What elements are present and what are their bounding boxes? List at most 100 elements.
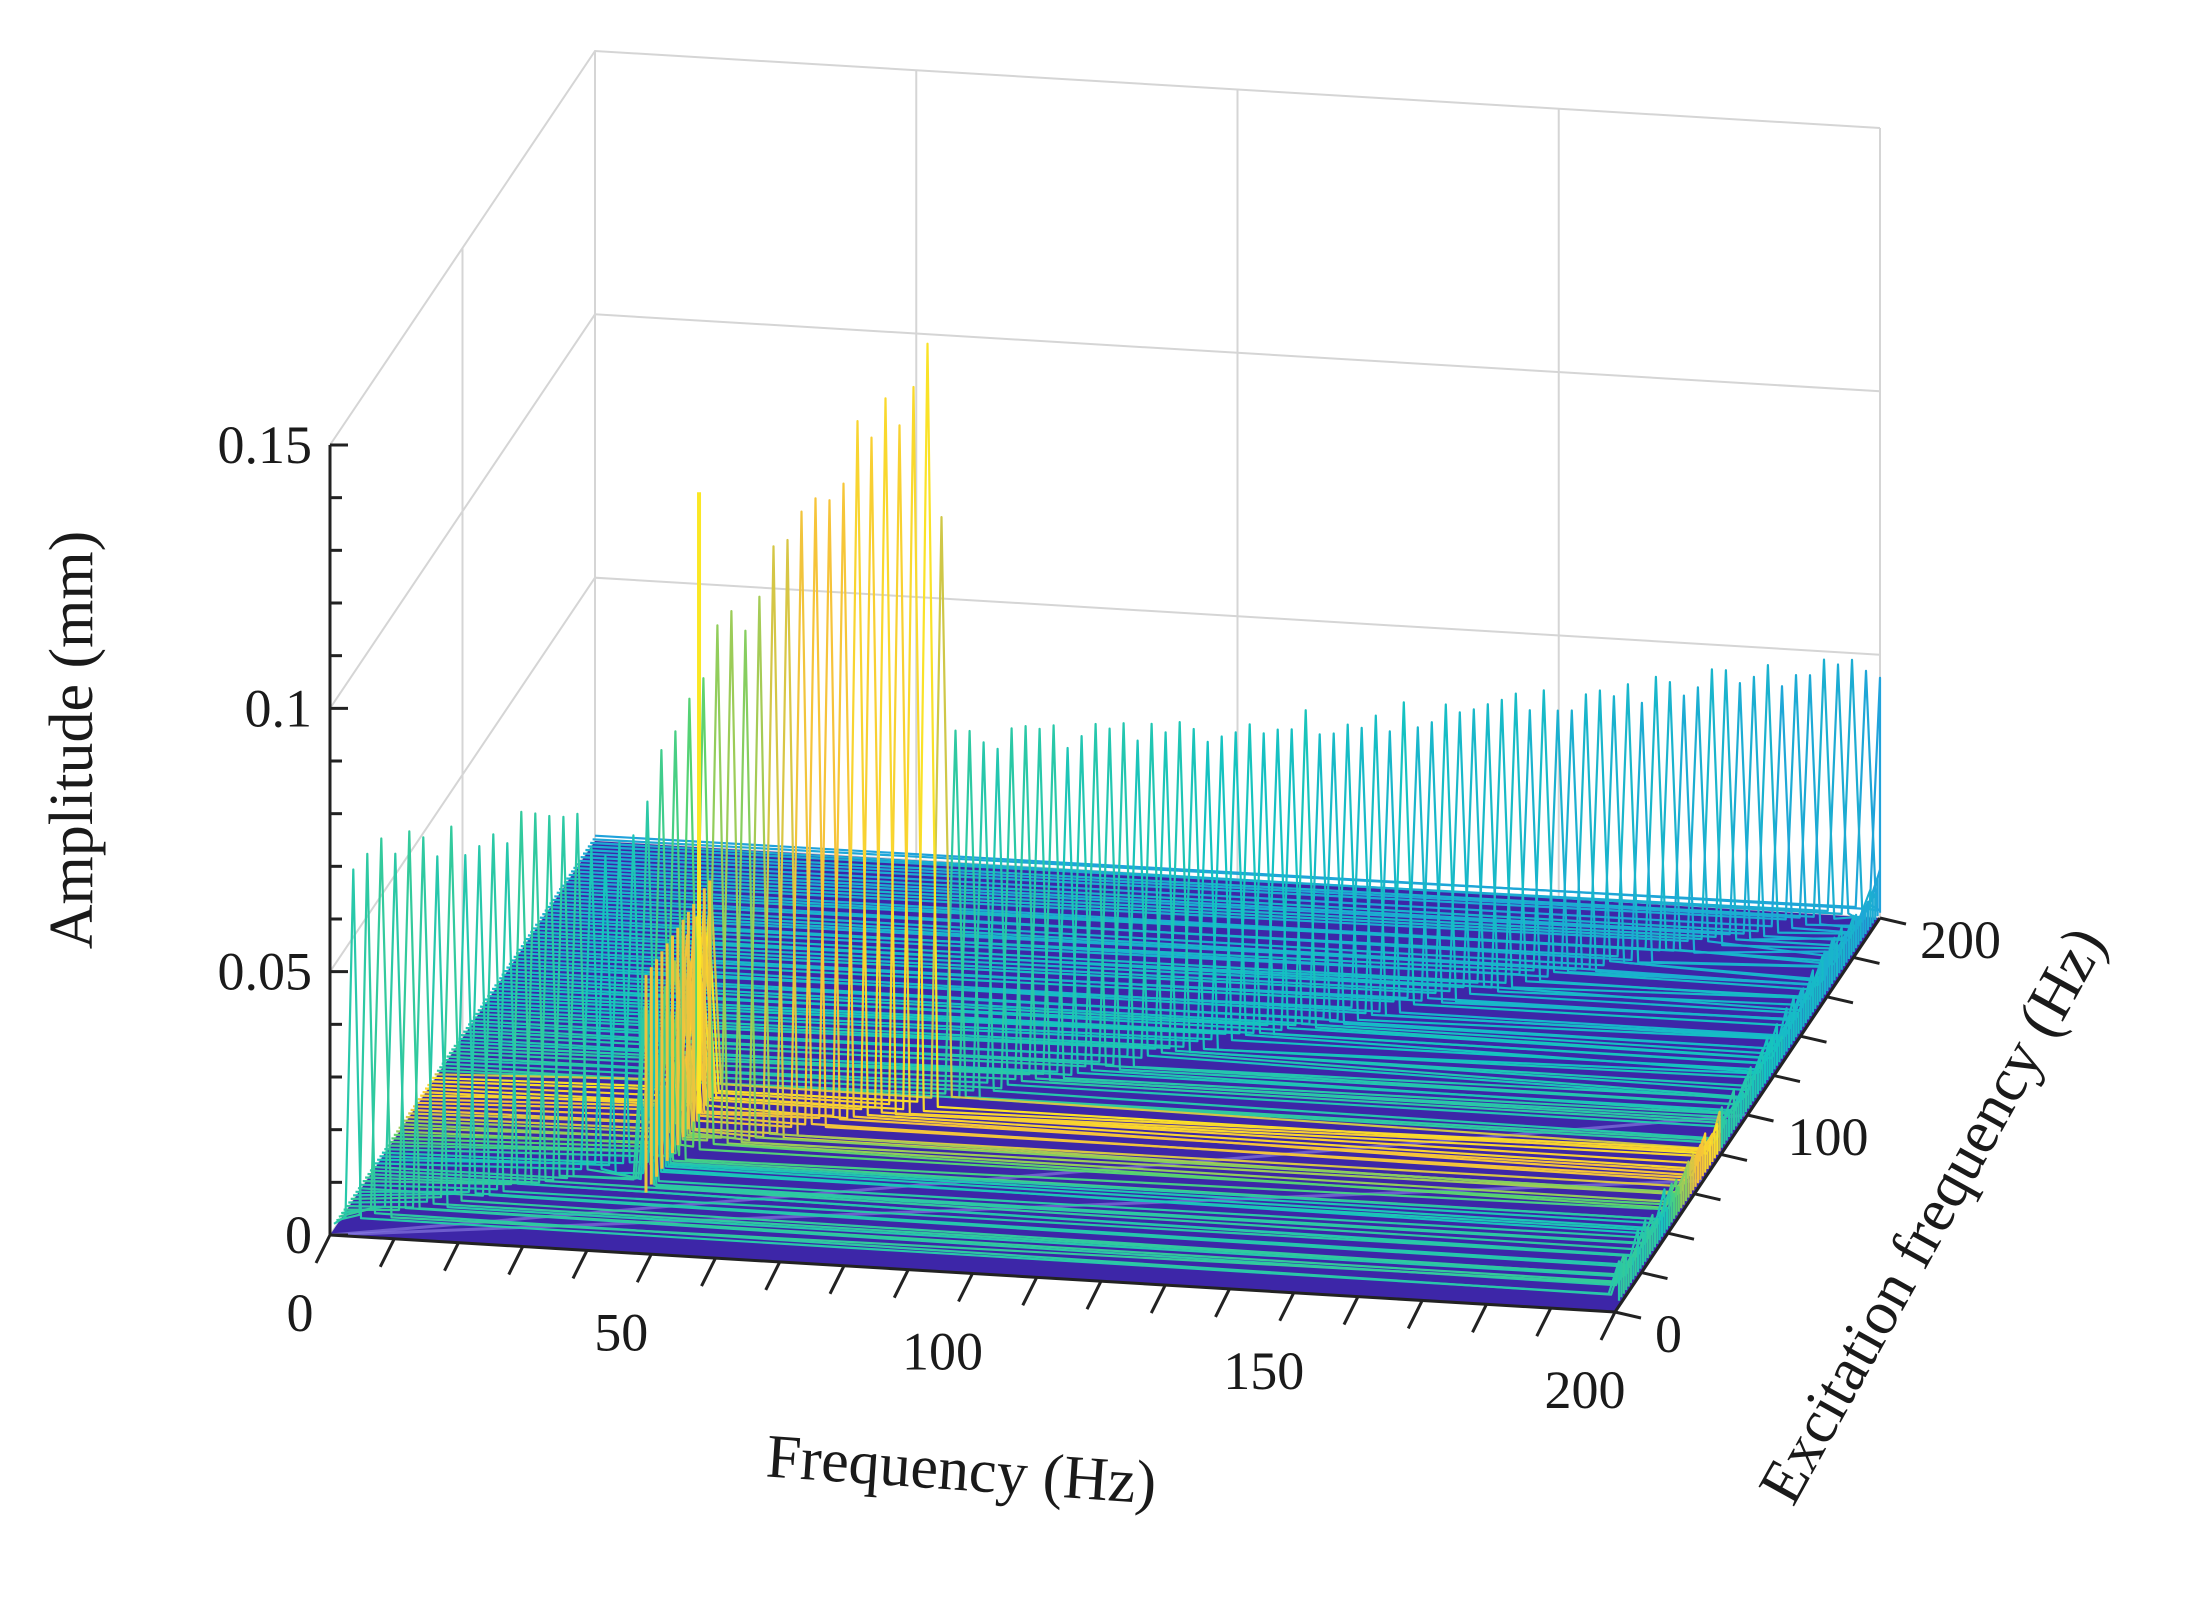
- x-tick: [1214, 1288, 1231, 1318]
- x-tick: [1149, 1284, 1167, 1314]
- waterfall-trace: [513, 701, 1800, 1034]
- waterfall-trace: [561, 694, 1848, 963]
- waterfall-trace: [491, 728, 1779, 1066]
- waterfall-trace: [448, 725, 1735, 1130]
- waterfall-trace: [523, 711, 1810, 1020]
- waterfall-trace: [580, 674, 1867, 935]
- y-tick: [1747, 1113, 1774, 1123]
- waterfall-trace: [568, 669, 1855, 952]
- x-tick: [1342, 1295, 1360, 1326]
- waterfall-trace: [551, 683, 1838, 977]
- waterfall-trace: [333, 868, 1621, 1301]
- waterfall-trace: [547, 689, 1834, 984]
- waterfall-trace: [341, 852, 1628, 1291]
- x-tick: [378, 1238, 396, 1268]
- waterfall-trace: [480, 740, 1767, 1084]
- waterfall-trace: [563, 686, 1850, 959]
- waterfall-trace: [456, 746, 1743, 1120]
- waterfall-trace: [575, 664, 1862, 942]
- waterfall-trace: [353, 854, 1640, 1273]
- y-tick: [1879, 916, 1907, 926]
- y-tick: [1720, 1152, 1748, 1162]
- y-tick: [1826, 995, 1854, 1005]
- waterfall-trace: [439, 729, 1726, 1145]
- x-tick-label: 150: [1223, 1341, 1304, 1401]
- waterfall-trace: [578, 685, 1865, 938]
- x-tick: [571, 1249, 589, 1280]
- waterfall-trace: [465, 722, 1752, 1106]
- waterfall-trace: [518, 721, 1805, 1027]
- waterfall-trace: [343, 830, 1630, 1287]
- waterfall-trace: [542, 709, 1829, 992]
- grid-line-z: [329, 313, 1881, 709]
- waterfall-trace: [496, 709, 1783, 1060]
- waterfall-trace: [451, 727, 1738, 1127]
- waterfall-trace: [470, 722, 1757, 1099]
- x-tick: [443, 1242, 460, 1272]
- y-tick: [1773, 1074, 1801, 1084]
- waterfall-trace: [525, 708, 1812, 1016]
- y-tick: [1641, 1271, 1668, 1281]
- x-tick: [957, 1272, 974, 1303]
- x-tick: [1021, 1276, 1039, 1307]
- waterfall-trace: [348, 855, 1635, 1280]
- waterfall-trace: [559, 681, 1846, 967]
- x-tick-label: 100: [902, 1322, 983, 1382]
- y-tick-label: 0: [1655, 1304, 1682, 1364]
- waterfall-trace: [530, 698, 1817, 1009]
- z-axis-title: Amplitude (mm): [38, 531, 106, 949]
- y-tick-label: 200: [1920, 910, 2001, 970]
- waterfall-trace: [446, 727, 1733, 1134]
- waterfall-trace: [336, 852, 1623, 1298]
- waterfall-trace: [357, 833, 1644, 1266]
- x-axis-title: Frequency (Hz): [764, 1423, 1159, 1518]
- waterfall-trace: [585, 658, 1872, 927]
- waterfall-trace: [453, 724, 1740, 1123]
- z-tick-label: 0.15: [218, 415, 313, 475]
- grid-line-z: [329, 49, 1881, 446]
- waterfall-trace: [468, 739, 1755, 1102]
- x-tick: [828, 1265, 846, 1295]
- waterfall-trace: [355, 845, 1642, 1269]
- z-tick-label: 0: [285, 1205, 312, 1265]
- waterfall-trace: [436, 729, 1723, 1148]
- waterfall-trace: [515, 726, 1803, 1031]
- x-tick: [1471, 1303, 1488, 1333]
- x-tick-label: 50: [594, 1302, 648, 1362]
- waterfall-trace: [365, 812, 1652, 1255]
- waterfall-trace: [556, 675, 1843, 970]
- waterfall-trace: [475, 721, 1762, 1091]
- waterfall-trace: [403, 595, 1690, 1198]
- waterfall-trace: [571, 682, 1858, 949]
- waterfall-trace: [532, 692, 1819, 1006]
- x-tick: [1535, 1307, 1553, 1337]
- y-tick: [1853, 955, 1880, 965]
- y-tick: [1800, 1034, 1827, 1044]
- waterfall-trace: [360, 842, 1647, 1262]
- y-tick: [1667, 1231, 1695, 1241]
- x-tick: [314, 1234, 332, 1264]
- waterfall-trace: [460, 722, 1747, 1113]
- z-tick-label: 0.05: [218, 942, 313, 1002]
- waterfall-trace: [506, 726, 1793, 1045]
- x-tick: [1085, 1280, 1103, 1310]
- waterfall-trace: [441, 741, 1728, 1141]
- waterfall-trace: [463, 727, 1750, 1109]
- axis-layer: 0 0.05 0.1 0.15 0 50 100 150 200 0 100 200: [218, 415, 2002, 1420]
- x-tick-label: 0: [287, 1283, 314, 1343]
- x-tick: [892, 1268, 910, 1299]
- waterfall-trace: [484, 731, 1771, 1077]
- waterfall-trace: [511, 730, 1798, 1039]
- waterfall-trace: [472, 731, 1759, 1095]
- waterfall-trace: [539, 709, 1826, 996]
- waterfall-trace: [566, 668, 1853, 956]
- y-tick: [1694, 1192, 1721, 1202]
- waterfall-trace: [345, 836, 1632, 1283]
- waterfall-trace: [477, 727, 1764, 1088]
- y-tick-label: 100: [1788, 1107, 1869, 1167]
- x-tick: [507, 1245, 525, 1276]
- x-tick: [1406, 1299, 1424, 1330]
- waterfall-trace: [487, 723, 1774, 1073]
